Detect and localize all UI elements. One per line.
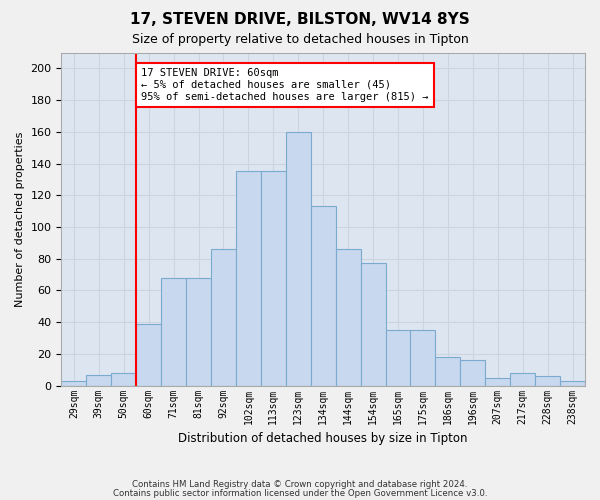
Bar [510,373,535,386]
Bar [386,330,410,386]
Bar [61,381,86,386]
Y-axis label: Number of detached properties: Number of detached properties [15,132,25,307]
Bar [335,249,361,386]
Bar [535,376,560,386]
Bar [136,324,161,386]
Bar [460,360,485,386]
Bar [86,374,111,386]
Bar [410,330,436,386]
Text: 17 STEVEN DRIVE: 60sqm
← 5% of detached houses are smaller (45)
95% of semi-deta: 17 STEVEN DRIVE: 60sqm ← 5% of detached … [141,68,428,102]
Text: Contains HM Land Registry data © Crown copyright and database right 2024.: Contains HM Land Registry data © Crown c… [132,480,468,489]
Bar [261,172,286,386]
Bar [485,378,510,386]
Text: 17, STEVEN DRIVE, BILSTON, WV14 8YS: 17, STEVEN DRIVE, BILSTON, WV14 8YS [130,12,470,28]
X-axis label: Distribution of detached houses by size in Tipton: Distribution of detached houses by size … [178,432,468,445]
Bar [211,249,236,386]
Bar [286,132,311,386]
Bar [186,278,211,386]
Text: Size of property relative to detached houses in Tipton: Size of property relative to detached ho… [131,32,469,46]
Bar [161,278,186,386]
Bar [236,172,261,386]
Bar [436,357,460,386]
Bar [361,264,386,386]
Bar [111,373,136,386]
Text: Contains public sector information licensed under the Open Government Licence v3: Contains public sector information licen… [113,489,487,498]
Bar [560,381,585,386]
Bar [311,206,335,386]
